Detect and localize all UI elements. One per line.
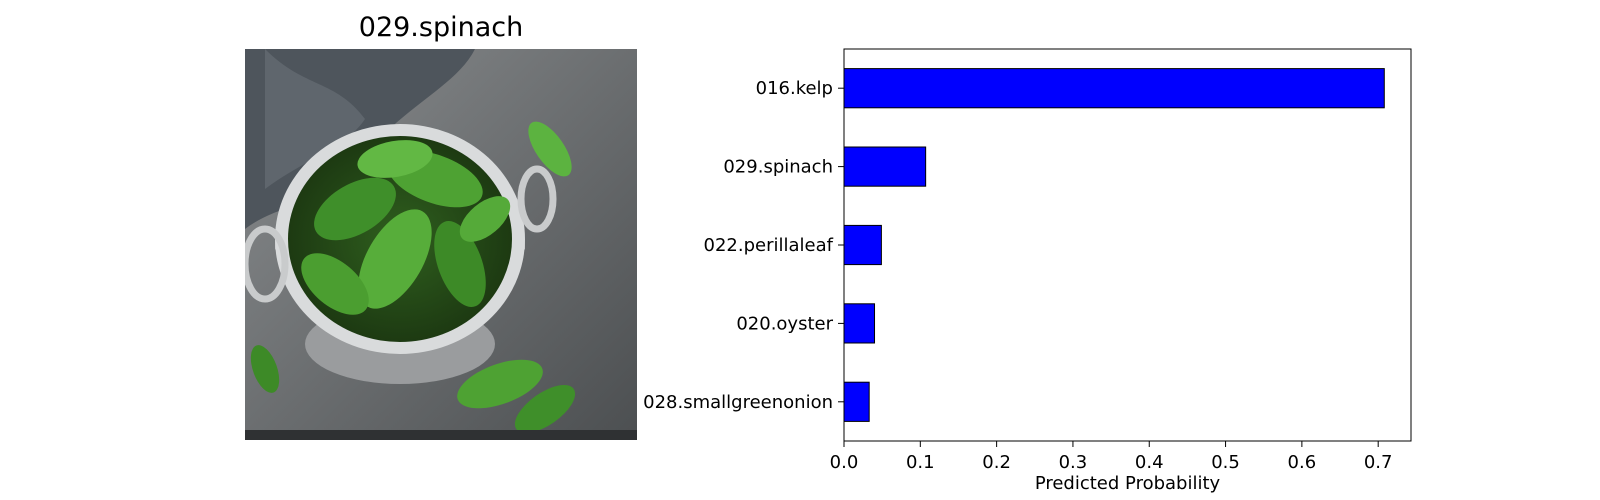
bar-028.smallgreenonion: [843, 381, 870, 422]
bar-016.kelp: [843, 68, 1385, 109]
x-tick-label: 0.4: [1135, 452, 1164, 473]
spinach-photo-illustration: [245, 49, 637, 440]
y-tick-label: 020.oyster: [736, 313, 833, 334]
x-tick-label: 0.1: [906, 452, 935, 473]
image-title: 029.spinach: [358, 12, 524, 43]
x-axis-title: Predicted Probability: [1035, 473, 1221, 494]
x-tick-label: 0.5: [1211, 452, 1240, 473]
x-tick-label: 0.3: [1059, 452, 1088, 473]
y-tick-label: 028.smallgreenonion: [643, 392, 833, 413]
x-tick-label: 0.0: [830, 452, 859, 473]
y-tick-label: 022.perillaleaf: [704, 235, 834, 256]
spinach-photo: [245, 49, 637, 440]
y-tick-label: 016.kelp: [756, 78, 833, 99]
bar-020.oyster: [843, 303, 876, 344]
bar-022.perillaleaf: [843, 224, 882, 266]
x-tick-label: 0.6: [1288, 452, 1317, 473]
plot-frame: [843, 48, 1412, 442]
y-tick-label: 029.spinach: [723, 157, 833, 178]
x-tick-label: 0.7: [1364, 452, 1393, 473]
x-tick-label: 0.2: [982, 452, 1011, 473]
bar-029.spinach: [843, 146, 927, 187]
